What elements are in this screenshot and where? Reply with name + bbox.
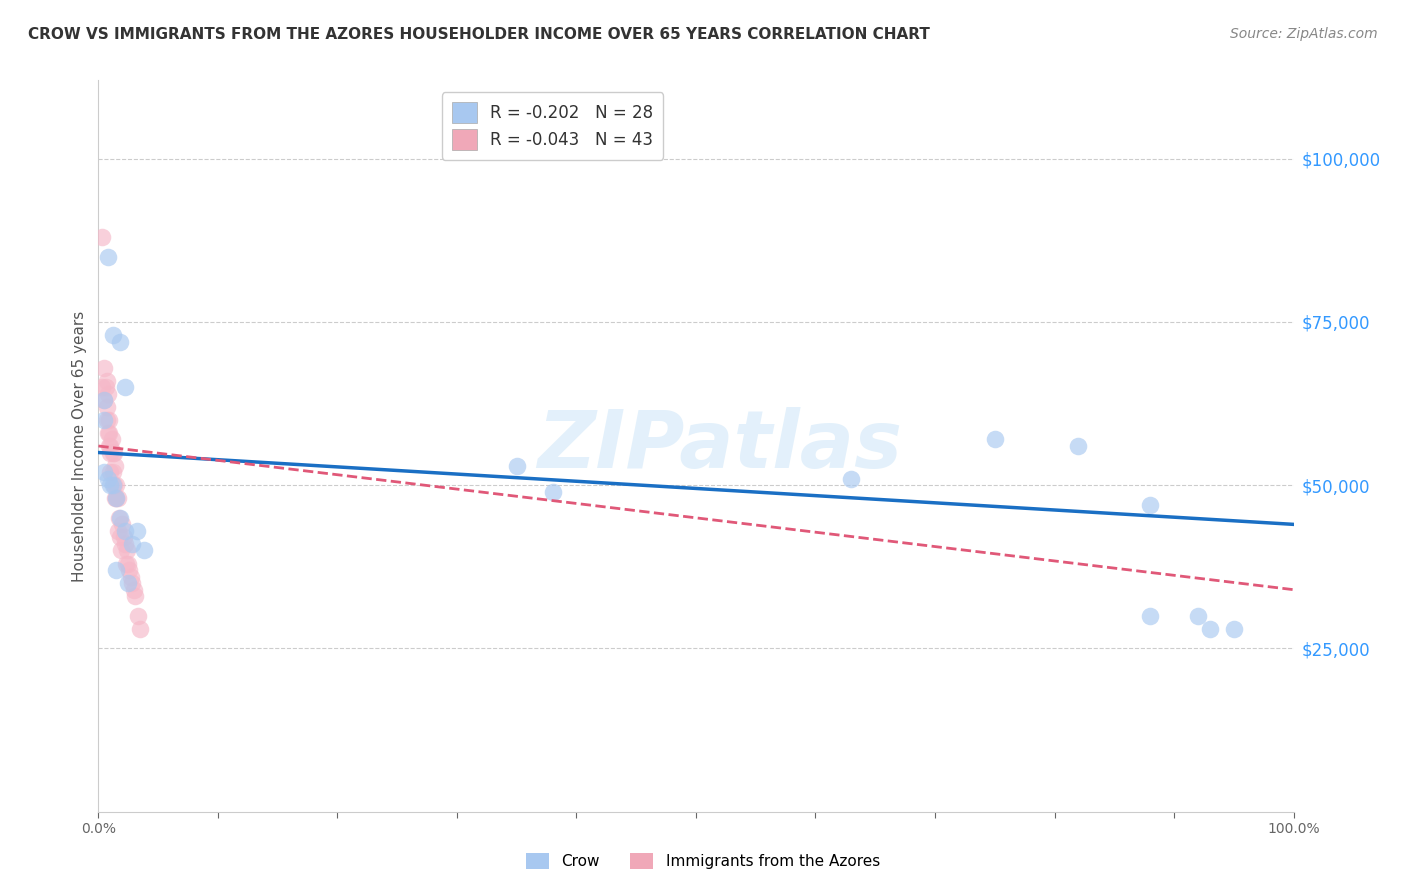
Point xyxy=(1139,498,1161,512)
Point xyxy=(117,576,139,591)
Legend: Crow, Immigrants from the Azores: Crow, Immigrants from the Azores xyxy=(520,847,886,875)
Point xyxy=(108,334,131,349)
Point xyxy=(98,445,122,459)
Point xyxy=(107,491,129,506)
Y-axis label: Householder Income Over 65 years: Householder Income Over 65 years xyxy=(72,310,87,582)
Point xyxy=(506,458,529,473)
Point xyxy=(105,563,128,577)
Point xyxy=(132,543,155,558)
Point xyxy=(97,250,120,264)
Point xyxy=(112,530,135,544)
Point xyxy=(98,465,122,479)
Point xyxy=(91,230,114,244)
Point xyxy=(97,472,120,486)
Point xyxy=(110,543,132,558)
Point xyxy=(96,413,118,427)
Point xyxy=(98,478,122,492)
Point xyxy=(101,478,124,492)
Point xyxy=(108,511,131,525)
Point xyxy=(96,374,118,388)
Point xyxy=(121,576,143,591)
Point xyxy=(96,400,118,414)
Point xyxy=(118,563,141,577)
Point xyxy=(841,472,863,486)
Text: CROW VS IMMIGRANTS FROM THE AZORES HOUSEHOLDER INCOME OVER 65 YEARS CORRELATION : CROW VS IMMIGRANTS FROM THE AZORES HOUSE… xyxy=(28,27,929,42)
Point xyxy=(100,433,122,447)
Point xyxy=(127,608,149,623)
Point xyxy=(94,380,117,394)
Point xyxy=(93,413,115,427)
Legend: R = -0.202   N = 28, R = -0.043   N = 43: R = -0.202 N = 28, R = -0.043 N = 43 xyxy=(441,92,664,160)
Point xyxy=(1187,608,1209,623)
Point xyxy=(97,425,120,440)
Point xyxy=(129,622,152,636)
Point xyxy=(107,511,129,525)
Point xyxy=(114,380,136,394)
Point xyxy=(105,491,128,506)
Point xyxy=(114,537,136,551)
Text: Source: ZipAtlas.com: Source: ZipAtlas.com xyxy=(1230,27,1378,41)
Point xyxy=(98,413,121,427)
Point xyxy=(107,524,129,538)
Point xyxy=(93,393,115,408)
Point xyxy=(120,569,142,583)
Point xyxy=(101,445,124,459)
Point xyxy=(93,393,115,408)
Point xyxy=(111,517,134,532)
Point xyxy=(1067,439,1090,453)
Point xyxy=(98,439,122,453)
Point xyxy=(115,543,138,558)
Point xyxy=(541,484,564,499)
Point xyxy=(125,524,148,538)
Point xyxy=(1199,622,1222,636)
Point xyxy=(105,491,128,506)
Point xyxy=(121,537,143,551)
Point xyxy=(1223,622,1246,636)
Point xyxy=(114,524,136,538)
Point xyxy=(101,465,124,479)
Point xyxy=(124,582,146,597)
Point xyxy=(105,478,128,492)
Point xyxy=(93,465,115,479)
Point xyxy=(108,530,131,544)
Point xyxy=(93,360,115,375)
Point xyxy=(98,439,121,453)
Point xyxy=(103,445,125,459)
Point xyxy=(91,380,114,394)
Point xyxy=(115,557,138,571)
Point xyxy=(104,458,127,473)
Point xyxy=(103,478,125,492)
Point xyxy=(98,425,121,440)
Text: ZIPatlas: ZIPatlas xyxy=(537,407,903,485)
Point xyxy=(97,386,120,401)
Point xyxy=(117,557,139,571)
Point xyxy=(101,328,124,343)
Point xyxy=(984,433,1007,447)
Point xyxy=(124,589,146,603)
Point xyxy=(104,491,127,506)
Point xyxy=(1139,608,1161,623)
